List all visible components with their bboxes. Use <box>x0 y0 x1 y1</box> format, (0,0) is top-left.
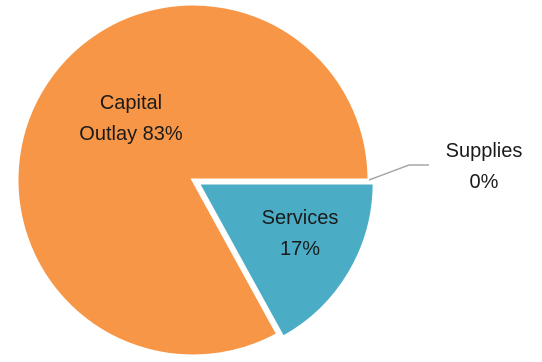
slice-labels: Capital Outlay 83% Services 17% Supplies… <box>79 92 522 260</box>
slice-label-capital-outlay-line2: Outlay 83% <box>79 123 183 145</box>
slice-label-supplies-line2: 0% <box>470 171 499 193</box>
slice-label-services-line2: 17% <box>280 238 320 260</box>
leader-line-supplies <box>368 164 429 181</box>
slice-label-capital-outlay-line1: Capital <box>100 92 162 114</box>
pie-slices <box>15 2 376 358</box>
leader-lines <box>368 164 429 181</box>
slice-label-supplies-line1: Supplies <box>446 140 523 162</box>
slice-label-services-line1: Services <box>262 207 339 229</box>
pie-slice-capital-outlay <box>15 2 371 358</box>
pie-slice-services <box>195 181 376 340</box>
